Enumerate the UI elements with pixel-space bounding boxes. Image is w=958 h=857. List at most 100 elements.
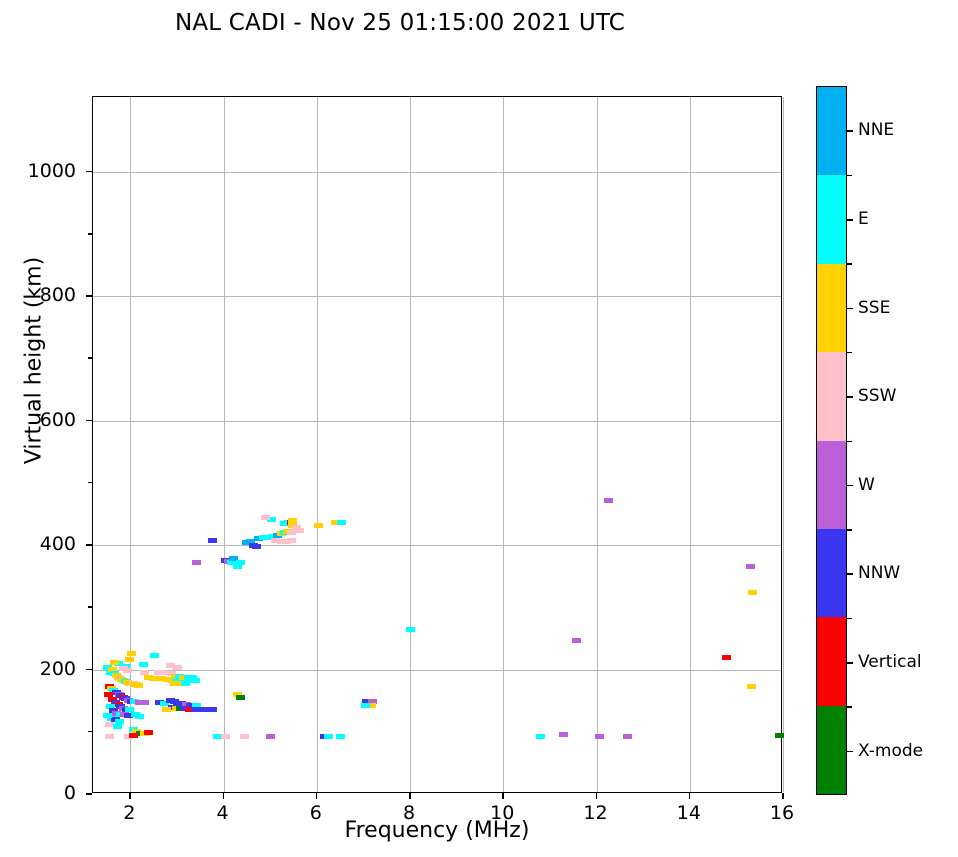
y-minor-tick-mark [88,606,92,608]
data-point [186,702,196,708]
y-tick-label: 1000 [27,159,76,182]
data-point [266,517,276,523]
y-tick-label: 800 [39,284,76,307]
colorbar-tick [847,484,853,487]
data-point [235,695,245,701]
data-point [336,519,346,525]
colorbar [816,86,847,795]
colorbar-boundary-tick [847,174,852,177]
data-point [181,701,191,707]
gridline-horizontal [93,669,781,671]
tick-layer: 2 4 6 8 10 12 14 16 0 200 400 600 800 1000 [28,96,794,824]
colorbar-label-e: E [858,208,869,229]
data-point [202,706,212,712]
colorbar-boundary-tick [847,706,852,708]
colorbar-label-nnw: NNW [858,563,901,584]
x-tick-mark [782,793,784,799]
data-point [191,706,201,712]
data-point [268,533,278,539]
data-point [207,537,217,543]
data-point [594,734,604,740]
data-point [105,721,115,727]
y-axis-label: Virtual height (km) [21,256,47,465]
data-point [167,677,177,683]
data-point [165,663,175,669]
data-point [746,684,756,690]
colorbar-label-vertical: Vertical [858,652,922,673]
data-point [192,559,201,565]
colorbar-segment-e [817,175,846,264]
data-point [160,700,170,706]
data-point [156,675,166,681]
colorbar-label-x-mode: X-mode [858,740,924,761]
data-point [124,657,134,663]
colorbar-tick [847,307,853,310]
y-tick-label: 0 [63,782,76,804]
y-minor-tick-mark [88,357,92,359]
gridline-vertical [783,97,784,792]
y-tick-mark [86,544,92,546]
data-point [263,535,273,541]
data-point [104,691,114,697]
data-point [123,668,132,674]
colorbar-segment-nnw [817,528,846,618]
data-point [330,519,340,525]
y-tick-label: 400 [39,533,76,556]
data-point [179,706,189,712]
data-point [162,676,172,682]
x-tick-mark [502,793,504,799]
data-point [319,734,329,740]
colorbar-segment-ssw [817,352,846,441]
colorbar-tick [847,218,853,221]
data-point [220,734,230,740]
data-point [114,718,124,724]
data-point [183,674,193,680]
data-point [361,699,371,705]
colorbar-label-w: W [858,474,875,495]
data-point [261,515,270,521]
gridline-vertical [130,97,132,792]
colorbar-annotations: NNE E SSE SSW W NNW Vertical X-mode [816,86,956,795]
x-tick-mark [595,793,598,799]
data-point [188,675,198,681]
data-point [229,555,239,561]
y-tick-mark [86,419,92,422]
data-point [314,522,324,528]
y-tick-mark [86,170,92,173]
data-point [169,680,179,686]
y-tick-label: 600 [39,408,76,431]
data-point [721,655,731,661]
x-tick-label: 14 [676,802,701,824]
data-point [622,734,632,740]
data-point [536,734,546,740]
data-point [271,537,281,543]
data-point [124,707,134,713]
data-point [135,700,145,706]
data-point [604,498,614,504]
x-axis-label: Frequency (MHz) [344,818,530,843]
data-point [139,730,149,736]
data-point [154,700,164,706]
x-tick-label: 6 [309,802,322,824]
data-point [108,696,118,702]
data-point [173,664,183,670]
x-tick-label: 16 [769,802,795,824]
colorbar-segment-sse [817,263,846,353]
page-title: NAL CADI - Nov 25 01:15:00 2021 UTC [174,10,626,36]
data-point [181,677,191,683]
data-point [178,674,188,680]
data-point [150,653,160,659]
gridline-horizontal [93,296,781,298]
y-tick-label: 200 [39,657,76,680]
colorbar-label-sse: SSE [858,297,891,318]
gridline-vertical [223,97,225,792]
x-tick-mark [409,793,411,799]
colorbar-segment-x-mode [817,705,846,794]
data-point [288,517,298,523]
colorbar-tick [847,130,853,132]
x-tick-mark [688,793,691,799]
x-tick-mark [129,793,131,799]
data-point [109,659,119,665]
data-point [207,706,217,712]
data-point [571,638,581,644]
